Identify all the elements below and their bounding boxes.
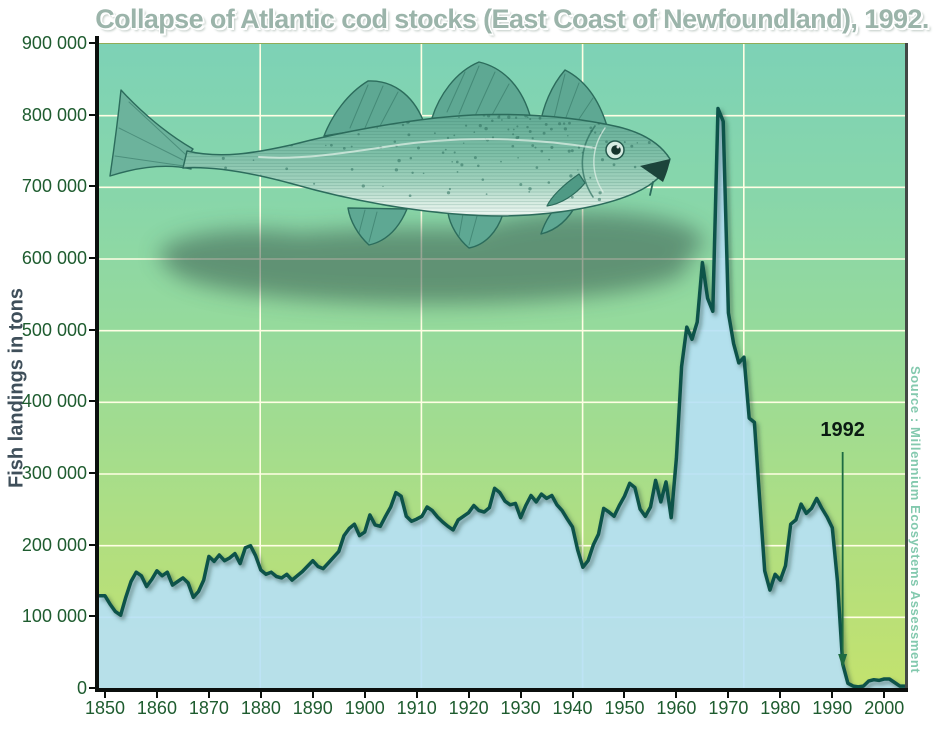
annotation-arrow (838, 452, 848, 668)
cod-illustration (109, 61, 704, 304)
x-tick-mark (415, 692, 418, 698)
x-tick-label: 1890 (292, 698, 333, 718)
y-tick-label: 200 000 (21, 534, 87, 555)
source-credit: Source : Millennium Ecosystems Assessmen… (908, 366, 923, 674)
y-tick-label: 300 000 (21, 463, 87, 483)
x-tick-mark (779, 692, 782, 698)
plot-right-frame (905, 43, 908, 692)
x-tick-mark (675, 692, 678, 698)
y-tick-label: 800 000 (21, 104, 87, 125)
y-tick-label: 900 000 (21, 33, 87, 53)
y-tick-label: 0 (76, 678, 87, 698)
y-tick-mark (89, 257, 95, 259)
x-tick-label: 1950 (604, 698, 645, 718)
x-tick-mark (311, 692, 314, 698)
y-tick-mark (89, 615, 95, 618)
x-tick-label: 1920 (448, 698, 489, 718)
x-tick-label: 1970 (708, 698, 749, 718)
y-tick-mark (89, 113, 95, 116)
x-tick-mark (104, 692, 106, 698)
x-tick-mark (831, 692, 834, 698)
x-tick-mark (467, 692, 470, 698)
x-tick-label: 1900 (344, 698, 385, 718)
x-tick-label: 2000 (864, 698, 905, 718)
chart-title: Collapse of Atlantic cod stocks (East Co… (95, 4, 929, 34)
y-tick-label: 600 000 (21, 248, 87, 268)
x-tick-label: 1980 (760, 698, 801, 718)
fish-shadow (159, 212, 704, 304)
landings-area-series (99, 106, 905, 689)
x-tick-mark (883, 692, 886, 698)
cod-body (109, 61, 671, 249)
x-tick-mark (259, 692, 262, 698)
y-tick-mark (89, 472, 95, 474)
x-tick-label: 1960 (656, 698, 697, 718)
y-tick-label: 400 000 (21, 391, 87, 412)
x-tick-mark (727, 692, 730, 698)
area-chart (99, 106, 905, 689)
plot-area (99, 43, 905, 689)
x-tick-label: 1850 (84, 698, 126, 718)
gridlines (99, 44, 905, 689)
y-tick-label: 500 000 (21, 319, 87, 340)
x-tick-mark (571, 692, 574, 698)
x-tick-label: 1990 (812, 698, 853, 718)
x-tick-mark (155, 692, 158, 698)
x-tick-label: 1910 (396, 698, 437, 718)
x-tick-label: 1870 (188, 698, 229, 718)
x-tick-mark (623, 692, 626, 698)
y-tick-label: 100 000 (21, 606, 87, 627)
y-tick-mark (89, 185, 95, 188)
y-tick-mark (89, 400, 95, 403)
y-tick-label: 700 000 (21, 176, 87, 197)
x-tick-mark (363, 692, 366, 698)
y-tick-mark (89, 42, 95, 44)
y-tick-mark (89, 328, 95, 331)
annotation-1992-label: 1992 (820, 419, 865, 441)
y-axis-line (95, 36, 99, 692)
x-tick-mark (207, 692, 210, 698)
x-axis-line (95, 688, 908, 692)
x-tick-label: 1880 (240, 698, 281, 718)
x-tick-label: 1940 (552, 698, 593, 718)
x-tick-label: 1860 (136, 698, 177, 718)
y-tick-mark (89, 687, 95, 689)
x-tick-label: 1930 (500, 698, 541, 718)
y-tick-mark (89, 543, 95, 546)
x-tick-mark (519, 692, 522, 698)
